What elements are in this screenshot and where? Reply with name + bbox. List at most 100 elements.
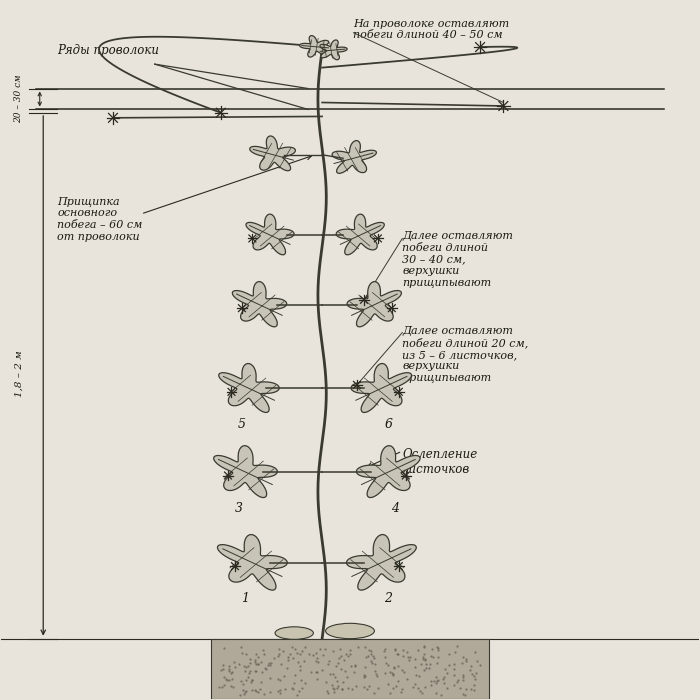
Point [322, 659, 333, 670]
Point [265, 687, 276, 698]
Point [396, 686, 407, 697]
Point [460, 683, 471, 694]
Point [288, 677, 300, 688]
Point [331, 682, 342, 694]
Point [246, 674, 258, 685]
Polygon shape [320, 40, 347, 60]
Point [402, 673, 413, 685]
Point [342, 671, 353, 682]
Point [300, 678, 311, 689]
Point [359, 671, 370, 682]
Point [425, 651, 436, 662]
Point [366, 655, 377, 666]
Point [432, 674, 443, 685]
Point [250, 659, 261, 670]
Point [336, 664, 347, 675]
Polygon shape [232, 281, 287, 327]
Point [226, 666, 237, 677]
Text: 1: 1 [241, 592, 249, 606]
Point [457, 675, 468, 686]
Point [332, 657, 344, 668]
Point [337, 684, 348, 695]
Point [237, 648, 248, 659]
Point [405, 651, 416, 662]
Point [260, 664, 271, 675]
Point [363, 650, 374, 662]
Point [410, 678, 421, 690]
Point [239, 688, 250, 699]
Point [419, 642, 430, 653]
Point [311, 673, 322, 684]
Point [234, 659, 245, 670]
Point [407, 681, 419, 692]
Point [308, 649, 319, 660]
Point [263, 658, 274, 669]
Point [280, 684, 291, 695]
Point [388, 662, 399, 673]
Text: 2: 2 [384, 592, 392, 606]
Point [225, 681, 236, 692]
Point [323, 655, 334, 666]
Point [282, 652, 293, 663]
Point [335, 650, 346, 662]
Point [256, 657, 267, 668]
Point [451, 676, 462, 687]
Point [353, 641, 364, 652]
Point [468, 680, 480, 691]
Point [338, 654, 349, 665]
Text: Прищипка
основного
побега – 60 см
от проволоки: Прищипка основного побега – 60 см от про… [57, 197, 143, 241]
Point [391, 649, 402, 660]
Point [359, 662, 370, 673]
Point [423, 662, 434, 673]
Point [296, 682, 307, 694]
Point [269, 652, 280, 664]
Point [380, 657, 391, 668]
Point [424, 659, 435, 670]
Point [252, 659, 263, 670]
Point [435, 690, 447, 700]
Point [242, 671, 253, 682]
Point [243, 667, 254, 678]
Point [249, 656, 260, 667]
Point [449, 679, 460, 690]
Point [290, 644, 301, 655]
Point [311, 666, 322, 678]
Point [288, 652, 299, 664]
Point [402, 652, 414, 663]
Point [249, 685, 260, 696]
Point [392, 648, 403, 659]
Point [419, 641, 430, 652]
Point [310, 648, 321, 659]
Point [449, 646, 461, 657]
Point [372, 671, 383, 682]
Point [249, 666, 260, 677]
Point [425, 679, 436, 690]
Point [253, 651, 264, 662]
Text: На проволоке оставляют
побеги длиной 40 – 50 см: На проволоке оставляют побеги длиной 40 … [354, 19, 510, 41]
Polygon shape [218, 535, 287, 590]
Point [349, 666, 360, 678]
Point [368, 650, 379, 662]
Point [372, 682, 384, 694]
Point [259, 688, 270, 699]
Text: Далее оставляют
побеги длиной 20 см,
из 5 – 6 листочков,
верхушки
прищипывают: Далее оставляют побеги длиной 20 см, из … [402, 326, 528, 383]
Point [306, 666, 317, 678]
Point [220, 673, 231, 685]
Point [384, 688, 395, 699]
Point [262, 659, 273, 671]
Point [260, 663, 271, 674]
Point [382, 659, 393, 671]
Point [398, 645, 409, 656]
Point [416, 688, 428, 699]
Point [444, 648, 455, 659]
Point [346, 684, 357, 695]
Point [451, 640, 462, 652]
Point [358, 669, 370, 680]
Point [350, 659, 361, 671]
Point [228, 682, 239, 693]
Point [321, 685, 332, 696]
Point [246, 676, 257, 687]
Text: Ослепление
листочков: Ослепление листочков [402, 447, 477, 475]
Point [431, 675, 442, 686]
Point [236, 641, 247, 652]
